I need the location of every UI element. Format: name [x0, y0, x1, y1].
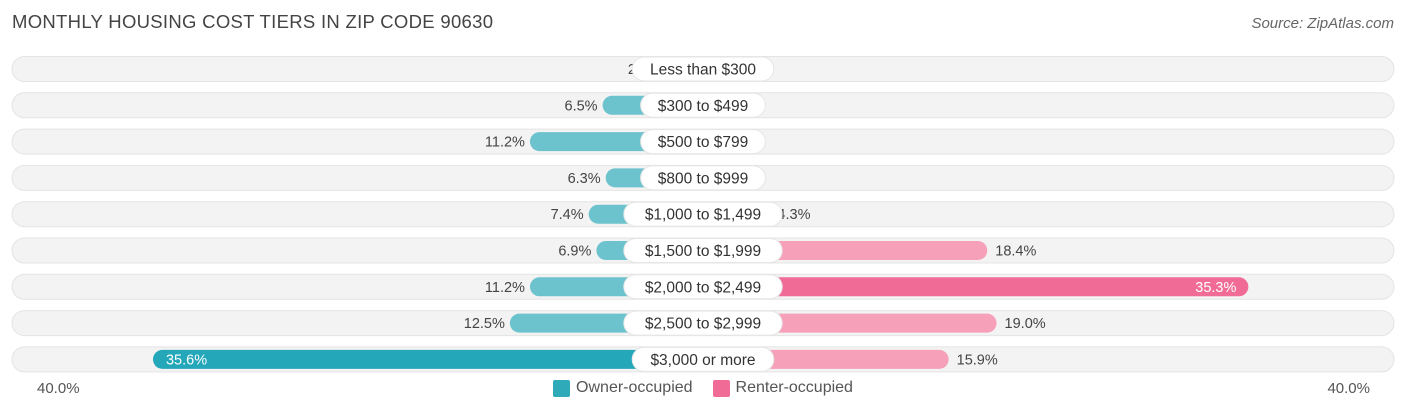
legend-label-owner: Owner-occupied	[576, 379, 693, 396]
category-label: $2,000 to $2,499	[645, 279, 761, 296]
category-label: $3,000 or more	[650, 352, 755, 369]
owner-value-label: 6.5%	[565, 98, 598, 114]
source-credit: Source: ZipAtlas.com	[1251, 15, 1394, 32]
category-label: Less than $300	[650, 62, 756, 79]
category-pill	[623, 274, 783, 300]
renter-bar	[703, 277, 1249, 297]
category-label: $800 to $999	[658, 170, 749, 187]
owner-value-label: 7.4%	[551, 207, 584, 223]
category-pill	[623, 310, 783, 336]
owner-bar	[152, 349, 704, 369]
legend-item-owner[interactable]: Owner-occupied	[553, 379, 693, 397]
category-label: $2,500 to $2,999	[645, 316, 761, 333]
owner-value-label: 11.2%	[485, 280, 525, 296]
category-label: $500 to $799	[658, 134, 749, 151]
category-pill	[631, 346, 775, 372]
owner-value-label: 11.2%	[485, 135, 525, 151]
renter-value-label: 4.3%	[777, 207, 810, 223]
category-pill	[640, 92, 766, 118]
chart-title: MONTHLY HOUSING COST TIERS IN ZIP CODE 9…	[12, 11, 494, 32]
legend: Owner-occupied Renter-occupied	[0, 379, 1406, 397]
category-label: $1,000 to $1,499	[645, 207, 761, 224]
legend-swatch-owner	[553, 379, 571, 397]
category-label: $300 to $499	[658, 98, 749, 115]
renter-value-label: 15.9%	[957, 352, 998, 368]
category-pill	[623, 201, 783, 227]
category-label: $1,500 to $1,999	[645, 243, 761, 260]
axis-right-label: 40.0%	[1327, 380, 1370, 397]
renter-value-label: 35.3%	[1195, 280, 1236, 296]
legend-label-renter: Renter-occupied	[735, 379, 853, 396]
legend-swatch-renter	[712, 379, 730, 397]
owner-value-label: 12.5%	[464, 316, 505, 332]
category-pill	[640, 165, 766, 191]
owner-value-label: 6.9%	[558, 244, 591, 260]
axis-left-label: 40.0%	[37, 380, 80, 397]
renter-value-label: 18.4%	[995, 244, 1036, 260]
renter-value-label: 19.0%	[1005, 316, 1046, 332]
category-pill	[623, 238, 783, 263]
category-pill	[631, 56, 775, 82]
category-pill	[640, 129, 766, 155]
owner-value-label: 35.6%	[166, 352, 207, 368]
owner-value-label: 6.3%	[568, 171, 601, 187]
legend-item-renter[interactable]: Renter-occupied	[712, 379, 853, 397]
